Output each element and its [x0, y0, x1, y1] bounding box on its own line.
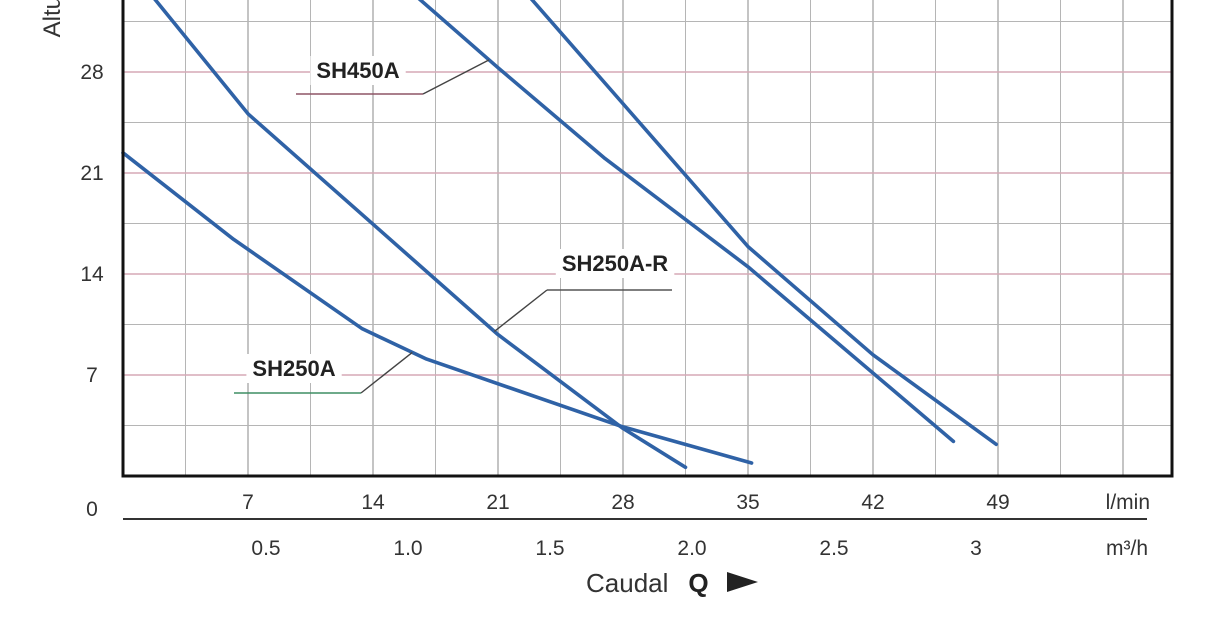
series-lines [121, 0, 998, 470]
x-axis-label: Caudal [586, 568, 668, 598]
x2-tick-labels: 0.5 1.0 1.5 2.0 2.5 3 [251, 537, 981, 560]
y-origin-label: 0 [86, 498, 98, 521]
leader-line [493, 289, 548, 332]
x-tick-label: 14 [361, 491, 385, 514]
x-axis-arrow-icon [727, 572, 758, 592]
x2-tick-label: 3 [970, 537, 982, 560]
x-tick-label: 28 [611, 491, 634, 514]
series-label-background [310, 56, 406, 85]
x-axis-symbol: Q [688, 568, 708, 598]
x-axis-title: Caudal Q [586, 568, 709, 598]
x-unit-label: l/min [1106, 491, 1150, 514]
y-axis-label: Altu [39, 0, 66, 37]
x-tick-labels: 7 14 21 28 35 42 49 [242, 491, 1010, 514]
x-tick-label: 21 [486, 491, 509, 514]
leader-line [360, 351, 413, 394]
series-label-sh450a: SH450A [316, 58, 399, 83]
series-line-sh450a [417, 0, 956, 444]
series-line-sh250a [121, 151, 754, 465]
leader-line [422, 59, 490, 95]
series-label-background [246, 354, 342, 383]
x2-tick-label: 1.5 [535, 537, 564, 560]
x2-tick-label: 2.0 [677, 537, 706, 560]
x2-tick-label: 0.5 [251, 537, 280, 560]
x-tick-label: 49 [986, 491, 1009, 514]
x2-tick-label: 1.0 [393, 537, 422, 560]
series-label-background [555, 249, 675, 278]
series-line-unlabeled [529, 0, 998, 447]
y-tick-label: 21 [80, 162, 103, 185]
series-line-sh250a-r [153, 0, 688, 470]
y-tick-labels: 7 14 21 28 [80, 61, 104, 387]
y-tick-label: 7 [86, 364, 98, 387]
x-tick-label: 35 [736, 491, 759, 514]
x-tick-label: 7 [242, 491, 254, 514]
y-tick-label: 14 [80, 263, 104, 286]
annotations: SH450A SH250A-R SH250A [234, 56, 675, 394]
plot-frame [121, 0, 1174, 478]
x-tick-label: 42 [861, 491, 884, 514]
x2-tick-label: 2.5 [819, 537, 848, 560]
grid [123, 0, 1172, 476]
y-tick-label: 28 [80, 61, 103, 84]
series-label-sh250a: SH250A [252, 356, 335, 381]
series-label-sh250a-r: SH250A-R [562, 251, 668, 276]
x2-unit-label: m³/h [1106, 537, 1148, 560]
